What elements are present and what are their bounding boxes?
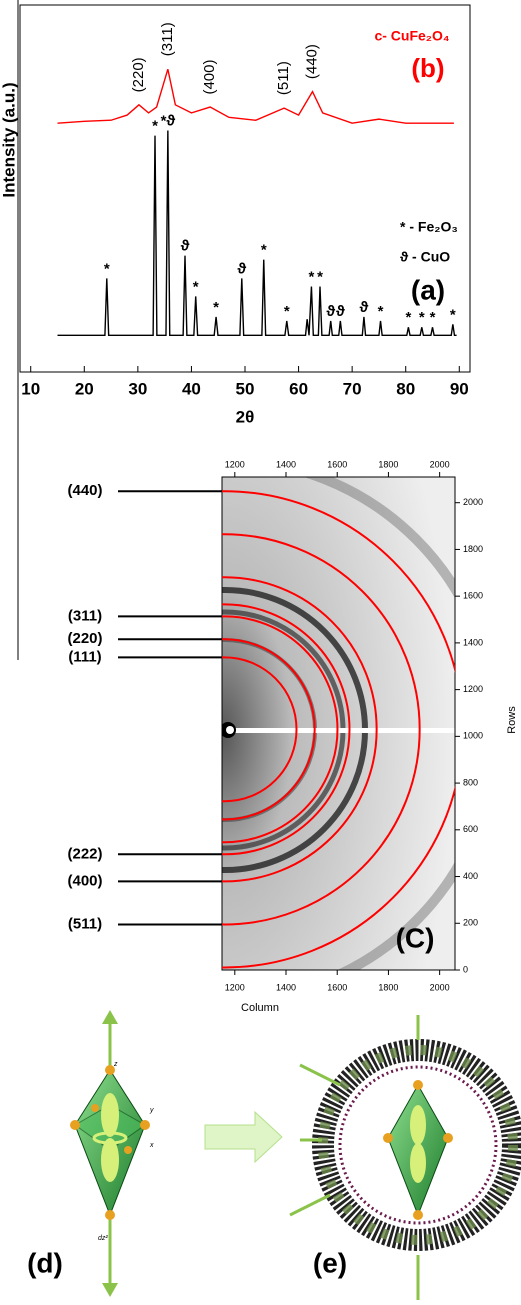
hkl-label: (400)	[201, 60, 218, 95]
axis-letter: y	[149, 1107, 154, 1114]
x-tick-label: 60	[289, 379, 308, 398]
peak-mark: *ϑ	[161, 112, 176, 129]
peak-mark: ϑ	[336, 303, 345, 320]
y-tick-label: 400	[463, 871, 478, 881]
x-axis-label: Column	[241, 1002, 279, 1014]
peak-mark: *	[405, 309, 411, 326]
x-tick-label: 1200	[225, 982, 245, 992]
peak-mark: *	[450, 306, 456, 323]
spectrum-line	[58, 131, 457, 336]
peak-mark: ϑ	[360, 299, 369, 316]
peak-mark: *	[152, 118, 158, 135]
y-tick-label: 1600	[463, 591, 483, 601]
y-axis-label: Rows	[506, 706, 518, 734]
ring-label: (111)	[68, 648, 101, 665]
ring-label: (400)	[67, 872, 102, 889]
peak-mark: ϑ	[237, 260, 246, 277]
y-axis-label: Intensity (a.u.)	[0, 82, 18, 197]
y-tick-label: 200	[463, 918, 478, 928]
x-tick-label: 10	[21, 379, 40, 398]
x-tick-label: 90	[450, 379, 469, 398]
x-tick-label: 20	[75, 379, 94, 398]
axis-letter: z	[113, 1061, 118, 1068]
panel-label: (C)	[396, 922, 435, 953]
y-tick-label: 600	[463, 824, 478, 834]
panel-label: (e)	[313, 1247, 347, 1278]
x-tick-label: 50	[236, 379, 255, 398]
peak-mark: *	[261, 242, 267, 259]
peak-mark: *	[213, 299, 219, 316]
x-tick-label: 2000	[430, 459, 450, 469]
peak-mark: *	[378, 303, 384, 320]
spectrum-line	[58, 69, 454, 123]
y-tick-label: 1400	[463, 637, 483, 647]
axis-letter: x	[149, 1142, 154, 1149]
y-tick-label: 0	[463, 964, 468, 974]
ring-label: (311)	[68, 607, 102, 624]
x-tick-label: 1600	[327, 459, 347, 469]
x-tick-label: 30	[128, 379, 147, 398]
plot-frame	[20, 5, 470, 372]
ring-label: (220)	[67, 630, 102, 647]
legend-entry: ϑ - CuO	[400, 249, 450, 265]
ring-label: (511)	[68, 915, 102, 932]
x-tick-label: 40	[182, 379, 201, 398]
hkl-label: (511)	[275, 61, 292, 95]
hkl-label: (311)	[159, 22, 176, 56]
series-label: (b)	[411, 53, 444, 83]
ring-label: (440)	[67, 482, 102, 499]
peak-mark: ϑ	[326, 303, 335, 320]
x-tick-label: 80	[396, 379, 415, 398]
orbital-label: dz²	[98, 1235, 108, 1242]
legend-entry: * - Fe₂O₃	[400, 219, 458, 235]
peak-mark: *	[309, 268, 315, 285]
peak-mark: *	[193, 278, 199, 295]
x-axis-label: 2θ	[236, 407, 255, 426]
hkl-label: (440)	[303, 44, 320, 79]
x-tick-label: 1200	[225, 459, 245, 469]
x-tick-label: 1400	[276, 982, 296, 992]
octahedron-d	[70, 1010, 150, 1297]
y-tick-label: 800	[463, 777, 478, 787]
peak-mark: *	[317, 268, 323, 285]
hkl-label: (220)	[130, 57, 147, 92]
x-tick-label: 1400	[276, 459, 296, 469]
peak-mark: *	[104, 260, 110, 277]
arrow	[205, 1112, 282, 1162]
peak-mark: *	[430, 309, 436, 326]
peak-mark: *	[419, 309, 425, 326]
x-tick-label: 1800	[378, 982, 398, 992]
x-tick-label: 2000	[430, 982, 450, 992]
panel-label: (d)	[27, 1247, 63, 1278]
y-tick-label: 1800	[463, 544, 483, 554]
y-tick-label: 1200	[463, 684, 483, 694]
y-tick-label: 1000	[463, 731, 483, 741]
x-tick-label: 70	[343, 379, 362, 398]
peak-mark: *	[284, 303, 290, 320]
y-tick-label: 2000	[463, 497, 483, 507]
figure: 10 20 30 40 50 60 70 80 90 2θ Intensity (a.u.) (b) (…	[0, 0, 521, 1305]
peak-mark: ϑ	[181, 238, 190, 255]
x-tick-label: 1600	[327, 982, 347, 992]
ring-label: (222)	[67, 845, 102, 862]
series-label: (a)	[411, 274, 445, 305]
x-tick-label: 1800	[378, 459, 398, 469]
phase-title: c- CuFe₂O₄	[374, 28, 449, 44]
